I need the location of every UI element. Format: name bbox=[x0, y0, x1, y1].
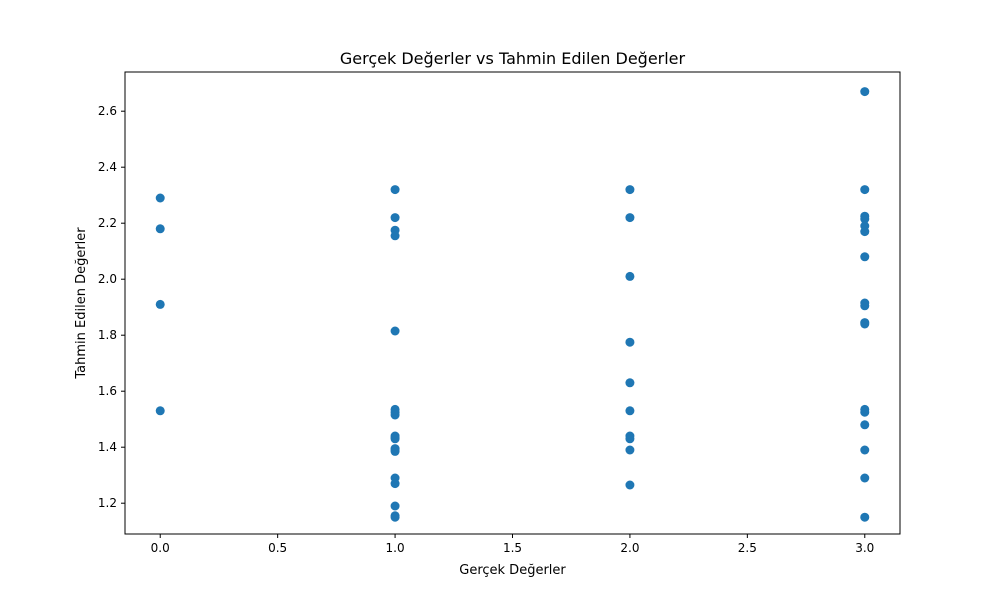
data-point bbox=[860, 87, 870, 97]
y-axis-ticks: 1.2 1.4 1.6 1.8 2.0 2.2 2.4 2.6 bbox=[98, 104, 125, 510]
y-tick-label: 1.2 bbox=[98, 496, 117, 510]
data-point bbox=[860, 473, 870, 483]
x-tick-label: 1.0 bbox=[386, 541, 405, 555]
y-axis-label: Tahmin Edilen Değerler bbox=[74, 227, 89, 380]
data-point bbox=[155, 224, 165, 234]
data-point bbox=[155, 299, 165, 309]
data-point bbox=[625, 480, 635, 490]
data-point bbox=[390, 446, 400, 456]
data-point bbox=[860, 227, 870, 237]
data-points bbox=[155, 87, 870, 522]
data-point bbox=[390, 512, 400, 522]
data-point bbox=[860, 185, 870, 195]
x-axis-ticks: 0.0 0.5 1.0 1.5 2.0 2.5 3.0 bbox=[151, 534, 874, 555]
data-point bbox=[390, 479, 400, 489]
data-point bbox=[390, 501, 400, 511]
data-point bbox=[860, 301, 870, 311]
data-point bbox=[860, 252, 870, 262]
x-tick-label: 2.5 bbox=[738, 541, 757, 555]
data-point bbox=[860, 420, 870, 430]
y-tick-label: 1.6 bbox=[98, 384, 117, 398]
data-point bbox=[625, 337, 635, 347]
data-point bbox=[390, 326, 400, 336]
data-point bbox=[625, 378, 635, 388]
y-tick-label: 2.4 bbox=[98, 160, 117, 174]
y-tick-label: 2.2 bbox=[98, 216, 117, 230]
data-point bbox=[625, 445, 635, 455]
data-point bbox=[625, 185, 635, 195]
data-point bbox=[390, 185, 400, 195]
data-point bbox=[625, 271, 635, 281]
data-point bbox=[860, 445, 870, 455]
data-point bbox=[860, 407, 870, 417]
data-point bbox=[860, 214, 870, 224]
data-point bbox=[390, 410, 400, 420]
y-tick-label: 1.8 bbox=[98, 328, 117, 342]
y-tick-label: 1.4 bbox=[98, 440, 117, 454]
data-point bbox=[390, 434, 400, 444]
data-point bbox=[860, 512, 870, 522]
data-point bbox=[155, 406, 165, 416]
data-point bbox=[860, 319, 870, 329]
data-point bbox=[625, 213, 635, 223]
data-point bbox=[625, 406, 635, 416]
y-tick-label: 2.6 bbox=[98, 104, 117, 118]
y-tick-label: 2.0 bbox=[98, 272, 117, 286]
x-tick-label: 3.0 bbox=[855, 541, 874, 555]
data-point bbox=[155, 193, 165, 203]
x-tick-label: 1.5 bbox=[503, 541, 522, 555]
data-point bbox=[390, 231, 400, 241]
plot-frame bbox=[124, 71, 901, 535]
x-tick-label: 0.5 bbox=[268, 541, 287, 555]
x-tick-label: 0.0 bbox=[151, 541, 170, 555]
chart-title: Gerçek Değerler vs Tahmin Edilen Değerle… bbox=[340, 49, 686, 68]
x-axis-label: Gerçek Değerler bbox=[459, 563, 566, 578]
x-tick-label: 2.0 bbox=[620, 541, 639, 555]
data-point bbox=[625, 434, 635, 444]
data-point bbox=[390, 213, 400, 223]
